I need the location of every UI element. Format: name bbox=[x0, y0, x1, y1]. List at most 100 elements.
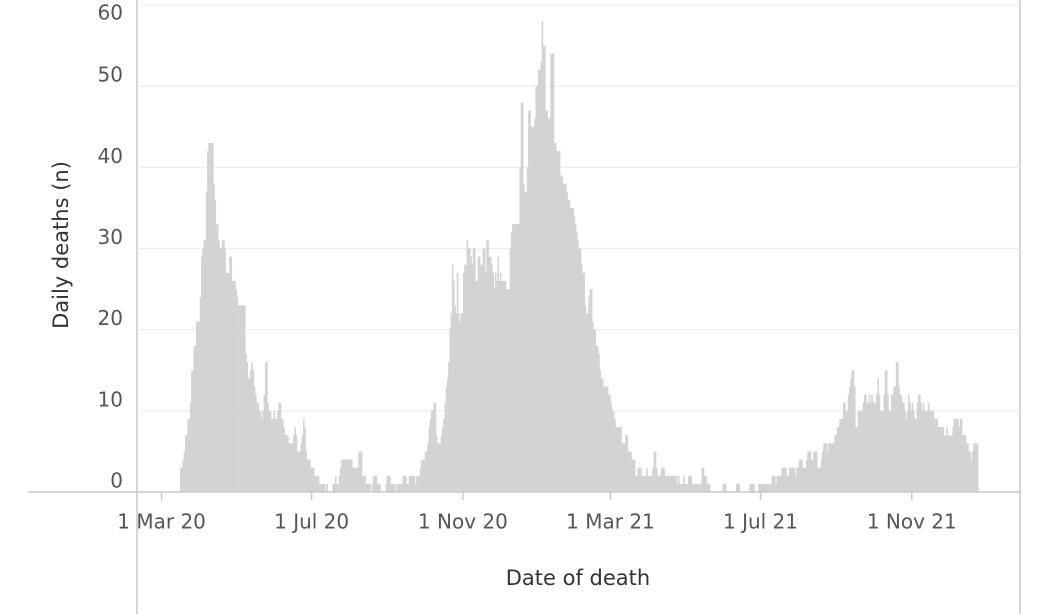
bar bbox=[337, 483, 340, 492]
bar bbox=[648, 475, 651, 492]
bar bbox=[256, 402, 258, 492]
bar bbox=[885, 370, 888, 492]
bar bbox=[968, 451, 970, 492]
bar bbox=[391, 483, 394, 492]
bar bbox=[453, 280, 455, 492]
bar bbox=[580, 264, 583, 492]
bar bbox=[974, 443, 977, 492]
bar bbox=[601, 378, 604, 492]
bar bbox=[901, 402, 904, 492]
bar bbox=[590, 289, 593, 492]
bar bbox=[970, 459, 973, 492]
bar bbox=[702, 467, 705, 492]
bar bbox=[831, 443, 834, 492]
bar bbox=[216, 224, 219, 492]
bar bbox=[401, 483, 403, 492]
bar bbox=[622, 443, 625, 492]
bar bbox=[219, 248, 221, 492]
bar bbox=[348, 459, 351, 492]
bar bbox=[686, 483, 689, 492]
bar bbox=[750, 483, 753, 492]
bar bbox=[473, 248, 476, 492]
y-tick-label: 60 bbox=[98, 1, 123, 25]
bar bbox=[235, 289, 237, 492]
bar bbox=[460, 313, 463, 492]
bar bbox=[396, 483, 399, 492]
bar bbox=[341, 459, 343, 492]
bar bbox=[749, 483, 752, 492]
bar bbox=[794, 475, 797, 492]
bar bbox=[701, 467, 704, 492]
bar bbox=[823, 443, 825, 492]
bar bbox=[874, 402, 877, 492]
bar bbox=[339, 467, 342, 492]
bar bbox=[837, 427, 840, 492]
bar bbox=[894, 386, 897, 492]
bar bbox=[189, 402, 192, 492]
bar bbox=[959, 418, 962, 492]
bar bbox=[321, 483, 324, 492]
bar bbox=[441, 427, 444, 492]
bar bbox=[917, 394, 920, 492]
bar bbox=[186, 435, 188, 492]
bar bbox=[825, 443, 828, 492]
bar bbox=[617, 427, 620, 492]
bar bbox=[392, 483, 395, 492]
bar bbox=[541, 21, 544, 492]
bar bbox=[531, 126, 534, 492]
bar bbox=[347, 459, 349, 492]
bar bbox=[568, 199, 571, 493]
bar bbox=[855, 427, 857, 492]
bar bbox=[306, 459, 309, 492]
bar bbox=[508, 289, 510, 492]
bar bbox=[503, 280, 506, 492]
bar bbox=[291, 443, 294, 492]
bar bbox=[387, 475, 390, 492]
bar bbox=[807, 451, 809, 492]
x-tick-label: 1 Jul 20 bbox=[274, 510, 349, 534]
bar bbox=[913, 410, 915, 492]
bar bbox=[524, 191, 526, 492]
bar bbox=[919, 394, 921, 492]
bar bbox=[332, 483, 335, 492]
bar bbox=[250, 370, 252, 492]
bar bbox=[895, 362, 898, 492]
bar bbox=[850, 378, 852, 492]
bar bbox=[818, 467, 820, 492]
bar bbox=[240, 305, 242, 492]
bar bbox=[434, 402, 437, 492]
bar bbox=[379, 483, 381, 492]
bar bbox=[450, 313, 453, 492]
bar bbox=[535, 86, 538, 493]
bar bbox=[657, 475, 659, 492]
bar bbox=[461, 313, 464, 492]
bar bbox=[445, 386, 448, 492]
bar bbox=[924, 410, 926, 492]
bar bbox=[925, 410, 927, 492]
bar bbox=[810, 459, 813, 492]
bar bbox=[228, 272, 230, 492]
bar bbox=[226, 272, 229, 492]
bar bbox=[493, 289, 496, 492]
bar bbox=[245, 354, 247, 492]
bar bbox=[272, 418, 274, 492]
bar bbox=[510, 232, 513, 492]
bar bbox=[207, 151, 209, 492]
bar bbox=[860, 410, 862, 492]
bar bbox=[973, 443, 975, 492]
bar bbox=[782, 467, 785, 492]
bar bbox=[525, 191, 528, 492]
bar bbox=[454, 305, 456, 492]
bar bbox=[194, 345, 197, 492]
bar bbox=[300, 443, 303, 492]
bar bbox=[861, 410, 863, 492]
bar bbox=[561, 175, 563, 492]
bar bbox=[771, 475, 774, 492]
bar bbox=[417, 475, 419, 492]
bar bbox=[354, 467, 357, 492]
bar bbox=[378, 483, 380, 492]
bar bbox=[887, 394, 889, 492]
bar bbox=[801, 459, 803, 492]
bar bbox=[230, 256, 233, 492]
bar bbox=[774, 475, 776, 492]
